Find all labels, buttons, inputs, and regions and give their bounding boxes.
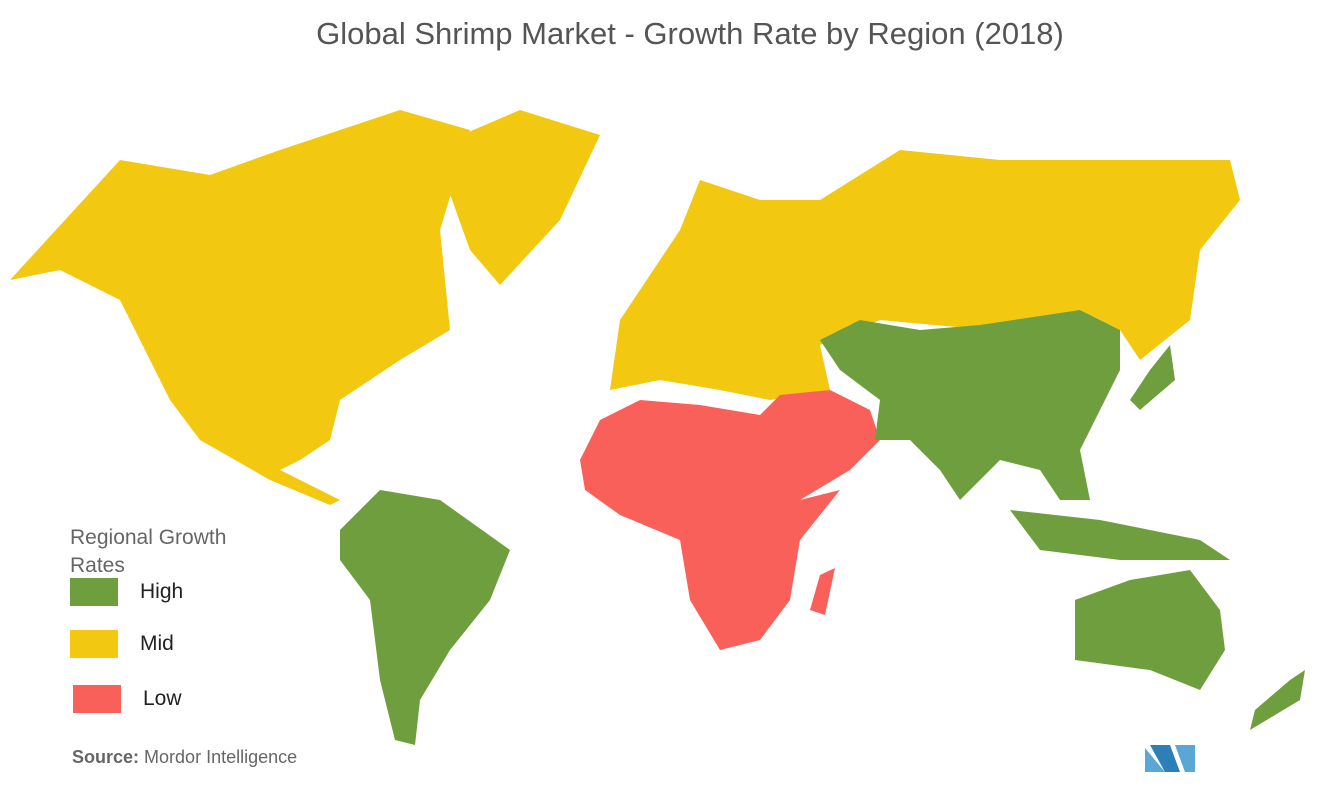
asia: [820, 310, 1120, 500]
south-america: [340, 490, 510, 745]
source-label: Source:: [72, 747, 140, 767]
regions: [10, 110, 1305, 745]
japan: [1130, 345, 1175, 410]
source: Source: Mordor Intelligence: [72, 747, 297, 768]
legend-swatch: [73, 685, 121, 713]
indonesia: [1010, 510, 1230, 560]
new-zealand: [1250, 670, 1305, 730]
source-text: Mordor Intelligence: [144, 747, 298, 767]
europe-russia: [610, 150, 1240, 400]
logo-shape: [1150, 745, 1180, 772]
legend-label: Mid: [140, 632, 174, 655]
greenland: [445, 110, 600, 285]
logo-shape: [1175, 745, 1195, 772]
legend-label: High: [140, 580, 184, 603]
logo: [1145, 745, 1195, 772]
australia: [1075, 570, 1225, 690]
title: Global Shrimp Market - Growth Rate by Re…: [316, 16, 1064, 51]
legend-title: Regional Growth Rates: [70, 526, 227, 577]
africa-middle-east: [580, 390, 880, 650]
legend-swatch: [70, 578, 118, 606]
legend-label: Low: [143, 687, 182, 710]
logo-shape: [1145, 748, 1165, 772]
north-america: [10, 110, 470, 505]
madagascar: [810, 568, 835, 615]
legend-swatch: [70, 630, 118, 658]
